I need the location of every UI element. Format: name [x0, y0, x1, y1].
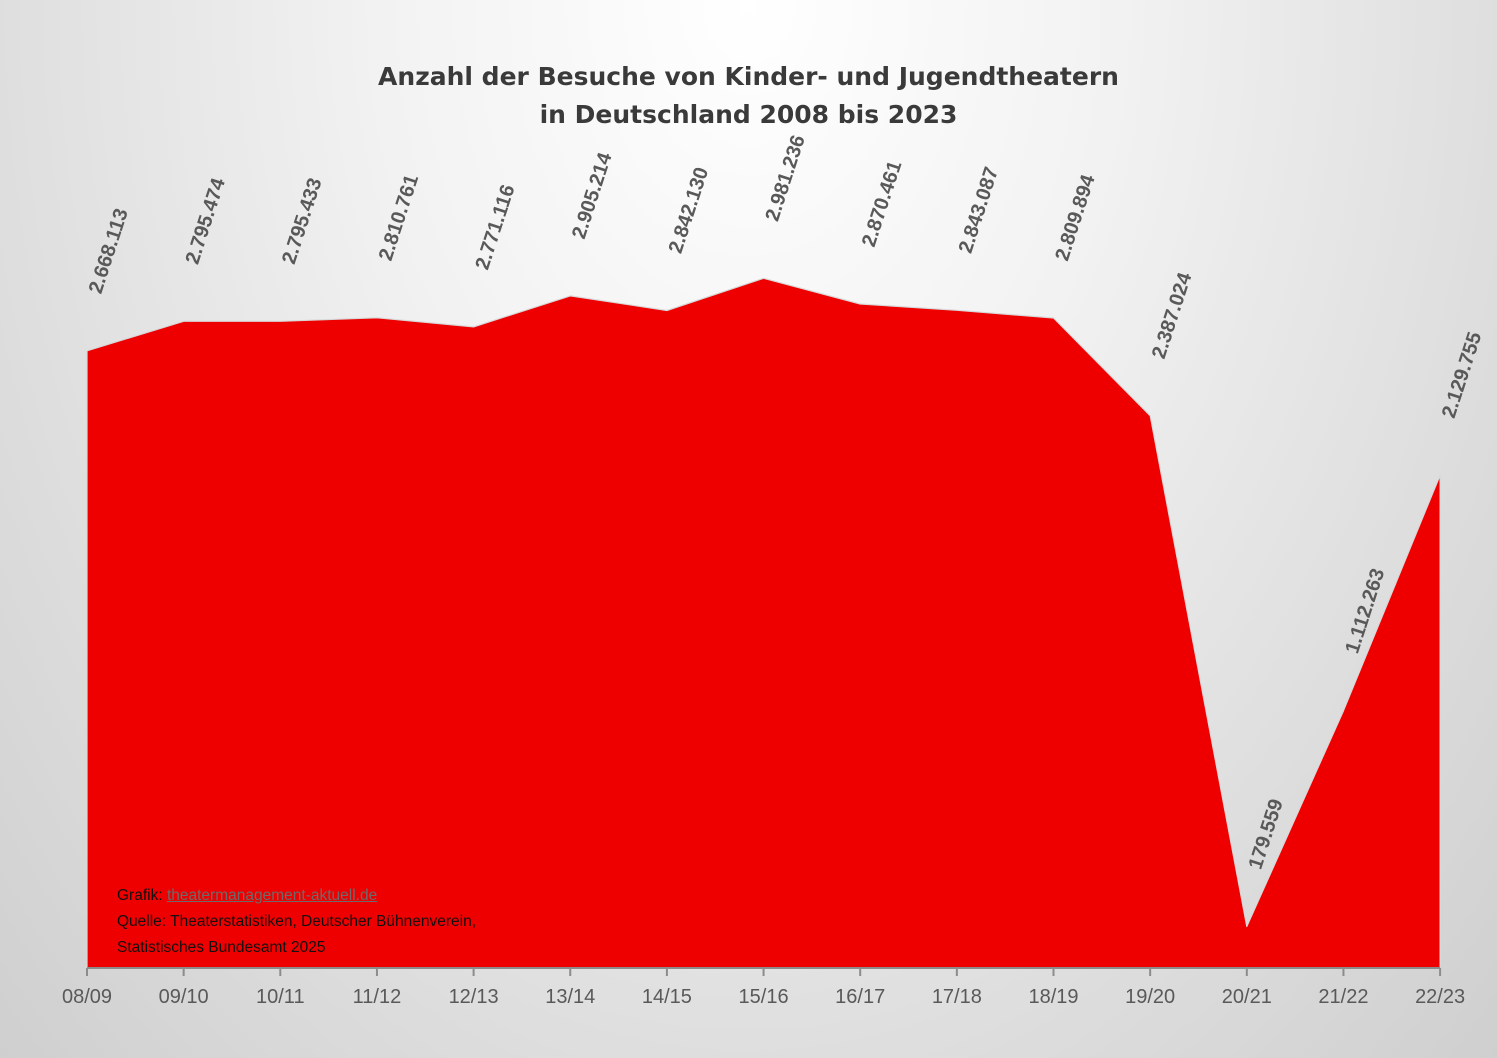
- chart-title-line-1: Anzahl der Besuche von Kinder- und Jugen…: [378, 62, 1119, 91]
- data-label: 2.795.474: [182, 175, 231, 267]
- x-tick-label: 18/19: [1028, 986, 1078, 1008]
- x-tick-label: 20/21: [1222, 986, 1272, 1008]
- chart-title-line-2: in Deutschland 2008 bis 2023: [539, 100, 958, 129]
- x-tick-label: 11/12: [353, 986, 402, 1008]
- data-label: 2.809.894: [1051, 171, 1100, 263]
- credit-grafik-prefix: Grafik:: [117, 887, 167, 904]
- x-tick-label: 10/11: [256, 986, 305, 1008]
- data-label: 2.795.433: [278, 175, 326, 266]
- data-label: 2.870.461: [858, 158, 906, 249]
- x-tick-label: 19/20: [1125, 986, 1175, 1008]
- data-label: 2.129.755: [1438, 329, 1486, 420]
- data-label: 2.843.087: [955, 164, 1003, 255]
- x-tick-label: 09/10: [159, 986, 209, 1008]
- x-tick-label: 17/18: [932, 986, 982, 1008]
- credit-link[interactable]: theatermanagement-aktuell.de: [166, 887, 378, 904]
- data-label: 2.905.214: [568, 149, 617, 241]
- x-tick-label: 12/13: [449, 986, 499, 1008]
- data-label: 2.771.116: [471, 182, 519, 272]
- data-label: 2.668.113: [85, 206, 133, 296]
- area-series: [86, 277, 1441, 969]
- x-tick-label: 22/23: [1415, 986, 1465, 1008]
- credit-source-line-2: Statistisches Bundesamt 2025: [117, 939, 326, 956]
- chart-title: Anzahl der Besuche von Kinder- und Jugen…: [0, 58, 1497, 134]
- x-tick-label: 13/14: [545, 986, 595, 1008]
- data-label: 2.842.130: [665, 165, 713, 256]
- x-tick-label: 14/15: [642, 986, 692, 1008]
- data-label: 2.981.236: [761, 132, 809, 223]
- x-tick-label: 08/09: [62, 986, 112, 1008]
- x-tick-label: 21/22: [1318, 986, 1368, 1008]
- x-tick-label: 15/16: [739, 986, 789, 1008]
- x-tick-label: 16/17: [835, 986, 885, 1008]
- credit-grafik: Grafik: theatermanagement-aktuell.de: [117, 883, 476, 909]
- data-label: 2.387.024: [1148, 269, 1197, 361]
- credits: Grafik: theatermanagement-aktuell.de Que…: [117, 883, 476, 961]
- credit-source-line-1: Quelle: Theaterstatistiken, Deutscher Bü…: [117, 913, 476, 930]
- data-label: 2.810.761: [375, 172, 423, 263]
